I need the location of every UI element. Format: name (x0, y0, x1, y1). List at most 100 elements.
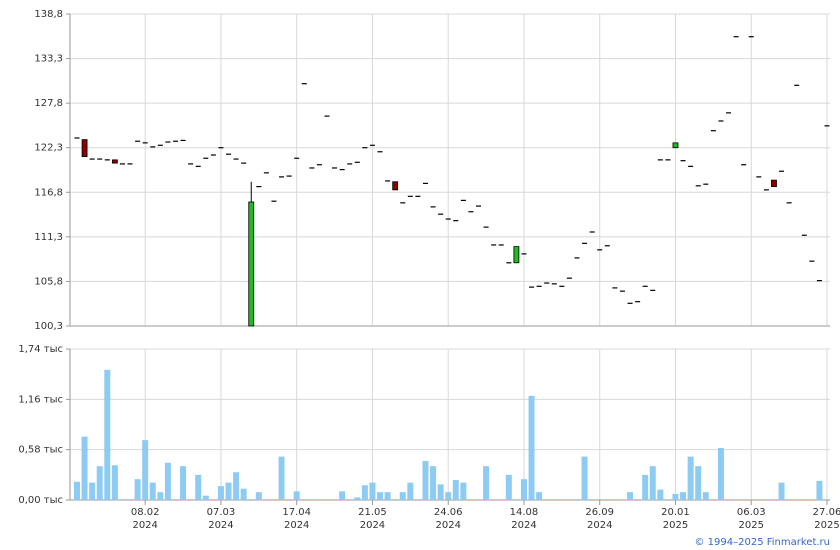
volume-bar (710, 499, 717, 500)
x-tick-label: 08.02 (131, 507, 160, 518)
x-tick-label: 17.04 (282, 507, 311, 518)
volume-bar (399, 492, 406, 500)
x-tick-label: 2024 (132, 520, 157, 531)
y-tick-label: 0,00 тыс (18, 495, 63, 506)
y-tick-label: 116,8 (34, 187, 63, 198)
volume-bar (255, 492, 262, 500)
volume-bar (331, 499, 338, 500)
volume-bar (657, 489, 664, 500)
volume-bar (490, 499, 497, 500)
volume-bar (392, 499, 399, 500)
volume-bar (452, 480, 459, 500)
volume-bar (611, 499, 618, 500)
volume-bar (414, 499, 421, 500)
x-tick-label: 26.09 (585, 507, 614, 518)
volume-bar (233, 472, 240, 500)
source[interactable]: © 1994–2025 Finmarket.ru (694, 537, 830, 548)
volume-bar (127, 499, 134, 500)
x-tick-label: 2025 (739, 520, 764, 531)
y-tick-label: 138,8 (34, 9, 63, 20)
volume-bar (680, 492, 687, 500)
volume-bar (407, 482, 414, 500)
volume-bar (460, 482, 467, 500)
volume-bar (195, 474, 202, 500)
volume-bar (770, 499, 777, 500)
y-tick-label: 100,3 (34, 321, 63, 332)
volume-bar (536, 492, 543, 500)
volume-bar (702, 492, 709, 500)
volume-bar (286, 499, 293, 500)
x-tick-label: 27.06 (813, 507, 840, 518)
volume-bar (566, 499, 573, 500)
volume-bar (149, 482, 156, 500)
volume-bar (172, 499, 179, 500)
volume-bar (483, 466, 490, 500)
volume-bar (558, 499, 565, 500)
volume-bar (824, 499, 830, 500)
volume-bar (627, 492, 634, 500)
volume-bar (733, 499, 740, 500)
volume-bar (687, 456, 694, 500)
volume-bar (786, 499, 793, 500)
volume-bar (445, 492, 452, 500)
volume-bar (672, 493, 679, 500)
volume-bar (543, 499, 550, 500)
volume-bar (377, 492, 384, 500)
volume-bar (339, 491, 346, 500)
volume-bar (467, 499, 474, 500)
volume-bar (225, 482, 232, 500)
y-tick-label: 133,3 (34, 54, 63, 65)
volume-bar (604, 499, 611, 500)
volume-bar (157, 492, 164, 500)
y-tick-label: 0,58 тыс (18, 445, 63, 456)
volume-bar (808, 499, 815, 500)
volume-bar (755, 499, 762, 500)
volume-bar (505, 474, 512, 500)
volume-bar (217, 486, 224, 500)
volume-bar (422, 460, 429, 500)
volume-bar (589, 499, 596, 500)
volume-bar (619, 499, 626, 500)
candle-body (672, 142, 679, 149)
x-tick-label: 2024 (587, 520, 612, 531)
y-tick-label: 111,3 (34, 232, 63, 243)
volume-bar (270, 499, 277, 500)
y-tick-label: 127,8 (34, 98, 63, 109)
volume-bar (74, 481, 80, 500)
x-tick-label: 2024 (284, 520, 309, 531)
volume-bar (361, 485, 368, 500)
volume-bar (278, 456, 285, 500)
x-tick-label: 2024 (208, 520, 233, 531)
x-tick-label: 06.03 (737, 507, 766, 518)
volume-bar (725, 499, 732, 500)
volume-bar (793, 499, 800, 500)
candle-body (111, 159, 118, 164)
y-tick-label: 105,8 (34, 276, 63, 287)
x-tick-label: 2025 (663, 520, 688, 531)
volume-bar (248, 499, 255, 500)
volume-bar (180, 466, 187, 500)
volume-bar (308, 499, 315, 500)
volume-bar (664, 499, 671, 500)
x-tick-label: 20.01 (661, 507, 690, 518)
volume-bar (164, 462, 171, 500)
x-tick-label: 14.08 (510, 507, 539, 518)
volume-bar (240, 488, 247, 500)
volume-bar (498, 499, 505, 500)
volume-bar (430, 466, 437, 500)
volume-bar (369, 482, 376, 500)
volume-bar (748, 499, 755, 500)
volume-bar (384, 492, 391, 500)
volume-bar (89, 482, 96, 500)
volume-bar (437, 484, 444, 500)
volume-bar (263, 499, 270, 500)
x-tick-label: 2024 (435, 520, 460, 531)
candle-body (248, 201, 255, 327)
volume-bar (513, 499, 520, 500)
candle-body (771, 179, 777, 188)
volume-bar (316, 499, 323, 500)
volume-bar (520, 479, 527, 500)
volume-bar (596, 499, 603, 500)
x-tick-label: 21.05 (358, 507, 387, 518)
